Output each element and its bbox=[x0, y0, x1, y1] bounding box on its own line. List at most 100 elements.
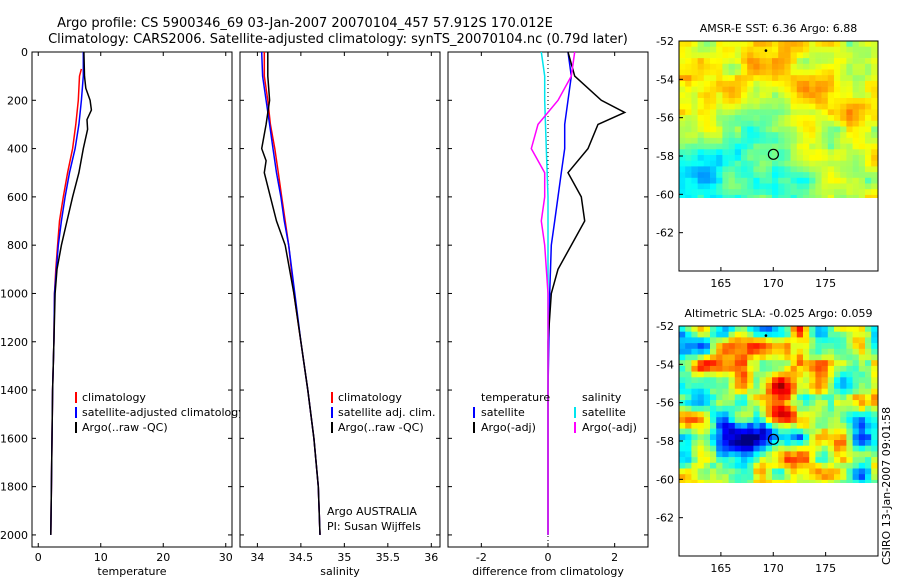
heatmap-cell bbox=[809, 400, 816, 407]
heatmap-cell bbox=[753, 400, 760, 407]
legend-label: climatology bbox=[82, 391, 146, 404]
heatmap-cell bbox=[679, 75, 686, 82]
heatmap-cell bbox=[716, 177, 723, 184]
heatmap-cell bbox=[765, 479, 773, 483]
heatmap-cell bbox=[778, 160, 785, 167]
heatmap-cell bbox=[834, 411, 841, 418]
heatmap-cell bbox=[858, 440, 866, 446]
heatmap-cell bbox=[803, 52, 810, 59]
heatmap-cell bbox=[716, 155, 723, 161]
heatmap-cell bbox=[716, 143, 723, 150]
heatmap-cell bbox=[734, 445, 742, 452]
heatmap-cell bbox=[772, 422, 779, 429]
heatmap-cell bbox=[765, 337, 773, 344]
heatmap-cell bbox=[765, 160, 773, 167]
heatmap-cell bbox=[759, 365, 767, 372]
heatmap-cell bbox=[852, 462, 860, 469]
heatmap-cell bbox=[827, 92, 835, 99]
heatmap-cell bbox=[827, 149, 835, 156]
heatmap-cell bbox=[871, 69, 878, 76]
heatmap-cell bbox=[778, 411, 785, 418]
heatmap-cell bbox=[871, 434, 878, 441]
heatmap-cell bbox=[858, 474, 866, 481]
heatmap-cell bbox=[753, 394, 760, 401]
heatmap-cell bbox=[753, 155, 760, 161]
heatmap-cell bbox=[846, 479, 853, 483]
heatmap-cell bbox=[778, 422, 785, 429]
heatmap-cell bbox=[747, 417, 754, 424]
heatmap-cell bbox=[728, 457, 736, 464]
heatmap-cell bbox=[858, 132, 866, 139]
heatmap-cell bbox=[759, 411, 767, 418]
heatmap-cell bbox=[753, 52, 760, 59]
heatmap-cell bbox=[691, 457, 698, 464]
heatmap-cell bbox=[759, 166, 767, 173]
heatmap-cell bbox=[865, 86, 872, 93]
heatmap-cell bbox=[840, 120, 847, 127]
heatmap-cell bbox=[759, 98, 767, 104]
heatmap-cell bbox=[846, 348, 853, 355]
heatmap-cell bbox=[710, 98, 717, 104]
heatmap-cell bbox=[803, 428, 810, 435]
heatmap-cell bbox=[821, 428, 829, 435]
heatmap-cell bbox=[691, 63, 698, 70]
heatmap-cell bbox=[821, 52, 829, 59]
heatmap-cell bbox=[734, 400, 742, 407]
heatmap-cell bbox=[697, 92, 705, 99]
heatmap-cell bbox=[728, 445, 736, 452]
heatmap-cell bbox=[741, 479, 748, 483]
heatmap-cell bbox=[765, 115, 773, 122]
heatmap-cell bbox=[821, 451, 829, 458]
heatmap-cell bbox=[765, 126, 773, 133]
heatmap-cell bbox=[790, 360, 798, 367]
heatmap-cell bbox=[778, 428, 785, 435]
heatmap-cell bbox=[734, 422, 742, 429]
heatmap-cell bbox=[796, 166, 804, 173]
heatmap-cell bbox=[734, 109, 742, 116]
heatmap-cell bbox=[716, 160, 723, 167]
heatmap-cell bbox=[809, 462, 816, 469]
heatmap-cell bbox=[765, 172, 773, 179]
heatmap-cell bbox=[852, 177, 860, 184]
heatmap-cell bbox=[871, 109, 878, 116]
heatmap-cell bbox=[784, 388, 791, 395]
heatmap-cell bbox=[765, 98, 773, 104]
heatmap-cell bbox=[691, 126, 698, 133]
heatmap-cell bbox=[710, 383, 717, 389]
heatmap-cell bbox=[741, 383, 748, 389]
heatmap-cell bbox=[753, 120, 760, 127]
heatmap-cell bbox=[865, 132, 872, 139]
heatmap-cell bbox=[858, 172, 866, 179]
heatmap-cell bbox=[809, 177, 816, 184]
heatmap-cell bbox=[697, 360, 705, 367]
heatmap-cell bbox=[691, 98, 698, 104]
heatmap-cell bbox=[778, 98, 785, 104]
heatmap-cell bbox=[840, 137, 847, 144]
heatmap-cell bbox=[796, 160, 804, 167]
heatmap-cell bbox=[703, 103, 711, 110]
heatmap-cell bbox=[765, 103, 773, 110]
annotation: Argo AUSTRALIA bbox=[327, 505, 417, 518]
heatmap-cell bbox=[753, 365, 760, 372]
heatmap-cell bbox=[697, 462, 705, 469]
heatmap-cell bbox=[852, 457, 860, 464]
heatmap-cell bbox=[834, 405, 841, 412]
heatmap-cell bbox=[753, 160, 760, 167]
heatmap-cell bbox=[784, 115, 791, 122]
heatmap-cell bbox=[790, 183, 798, 190]
heatmap-cell bbox=[722, 92, 729, 99]
heatmap-cell bbox=[716, 337, 723, 344]
heatmap-cell bbox=[691, 109, 698, 116]
heatmap-cell bbox=[734, 160, 742, 167]
heatmap-cell bbox=[778, 365, 785, 372]
heatmap-cell bbox=[827, 160, 835, 167]
heatmap-cell bbox=[803, 405, 810, 412]
heatmap-cell bbox=[784, 331, 791, 338]
heatmap-cell bbox=[710, 377, 717, 384]
y-tick-label: -56 bbox=[656, 112, 674, 125]
heatmap-cell bbox=[784, 86, 791, 93]
heatmap-cell bbox=[703, 194, 711, 198]
heatmap-cell bbox=[685, 41, 692, 47]
heatmap-cell bbox=[865, 388, 872, 395]
heatmap-cell bbox=[679, 474, 686, 481]
